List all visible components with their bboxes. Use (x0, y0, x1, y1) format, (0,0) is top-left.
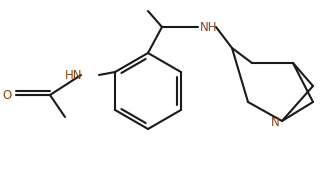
Text: HN: HN (64, 69, 82, 81)
Text: O: O (3, 88, 12, 101)
Text: N: N (271, 115, 280, 129)
Text: NH: NH (200, 21, 217, 33)
